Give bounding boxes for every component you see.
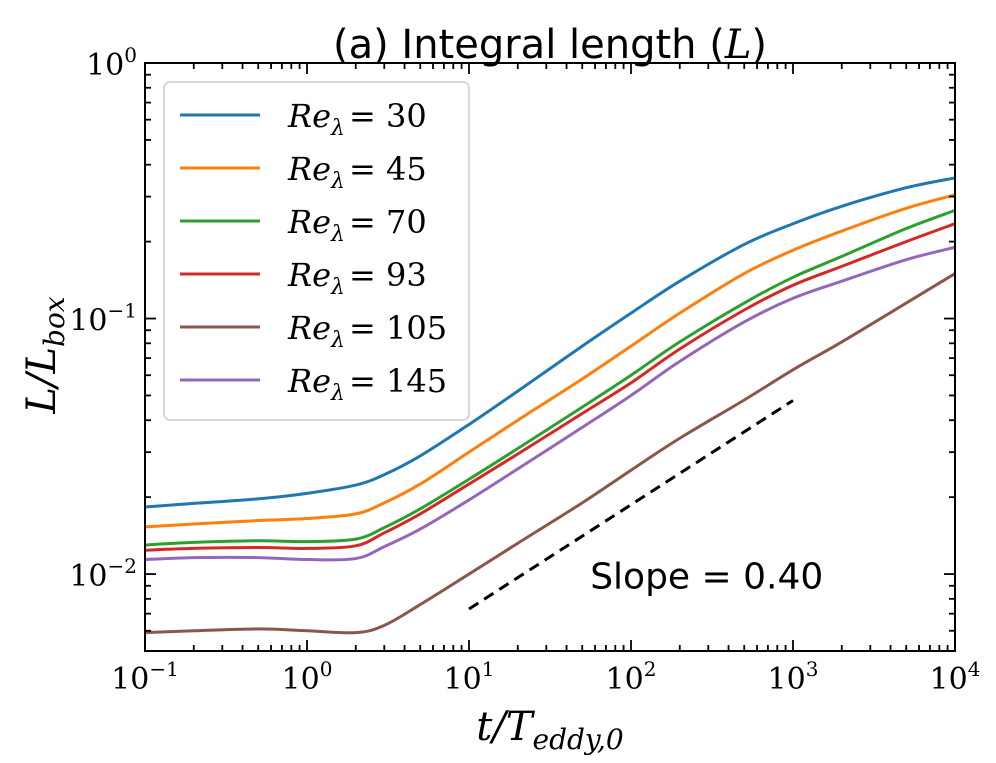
series-line-0 [144,176,956,509]
x-axis-label-sub: eddy,0 [533,723,624,756]
x-axis-label-main: t/T [476,704,536,750]
y-tick-label: 100 [86,43,137,83]
slope-reference-line [468,399,794,611]
y-axis-label-main: L/L [19,347,65,415]
x-tick-label: 10−1 [111,657,179,697]
x-tick-label: 104 [930,657,981,697]
x-tick-label: 100 [282,657,333,697]
legend-label-2: Reλ = 70 [287,203,427,247]
series-line-4 [144,272,956,635]
x-axis-label: t/Teddy,0 [476,704,623,756]
legend-label-1: Reλ = 45 [287,150,427,194]
x-tick-label: 101 [444,657,495,697]
series-layer [144,176,956,635]
series-line-5 [144,245,956,562]
series-line-2 [144,208,956,547]
series-line-3 [144,222,956,552]
legend-label-4: Reλ = 105 [287,309,447,353]
legend-label-0: Reλ = 30 [287,97,427,141]
x-tick-label: 103 [768,657,819,697]
chart-title: (a) Integral length (L) [333,22,767,68]
y-tick-label: 10−2 [69,554,137,594]
slope-annotation: Slope = 0.40 [590,556,823,597]
y-tick-label: 10−1 [69,299,137,339]
legend-label-5: Reλ = 145 [287,362,447,406]
legend-label-3: Reλ = 93 [287,256,427,300]
title-prefix: (a) Integral length ( [333,22,725,68]
x-tick-label: 102 [606,657,657,697]
ticks-layer [144,62,956,652]
plot-frame [144,62,956,652]
series-line-1 [144,193,956,529]
title-symbol: L [724,22,752,68]
y-axis-label: L/Lbox [19,296,71,414]
y-axis-label-sub: box [38,296,71,347]
legend: Reλ = 30 Reλ = 45 Reλ = 70 Reλ = 93 Reλ = 105 Reλ =… [163,81,470,421]
title-suffix: ) [751,22,767,68]
tick-labels: 10−1 100 101 102 103 104 10−2 10−1 100 [69,43,980,697]
reference-line-layer [468,399,794,611]
